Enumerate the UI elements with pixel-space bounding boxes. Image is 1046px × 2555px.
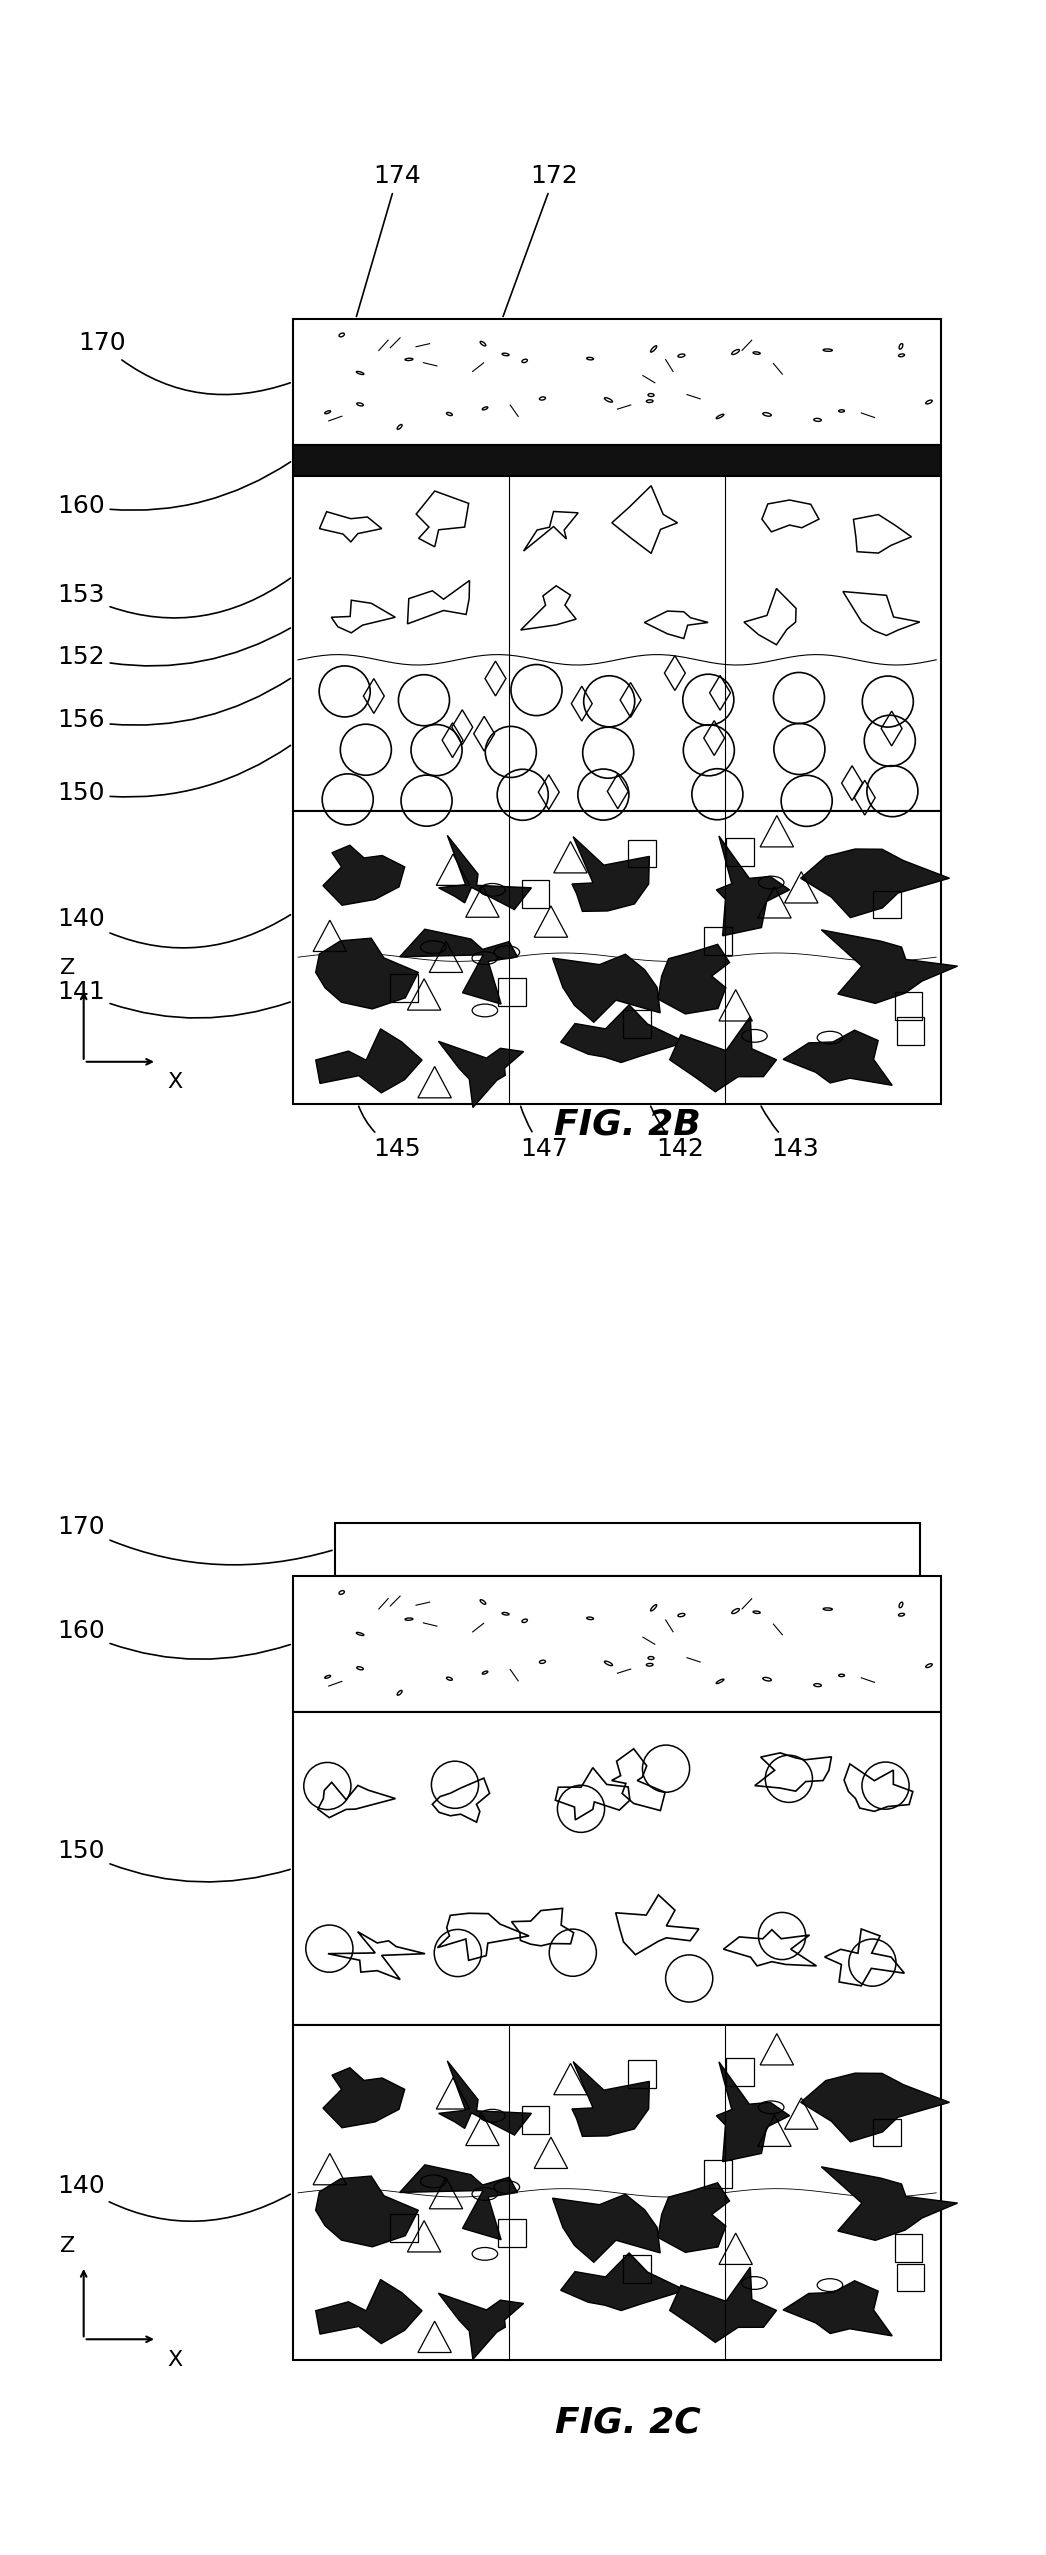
Polygon shape bbox=[400, 930, 518, 1004]
Bar bbox=[390, 973, 417, 1002]
Polygon shape bbox=[316, 1030, 422, 1094]
Text: FIG. 2C: FIG. 2C bbox=[554, 2407, 701, 2440]
Text: 150: 150 bbox=[58, 746, 291, 805]
Polygon shape bbox=[669, 2266, 776, 2343]
Text: 152: 152 bbox=[56, 629, 291, 669]
Polygon shape bbox=[821, 930, 957, 1004]
Bar bbox=[498, 979, 526, 1007]
Polygon shape bbox=[438, 1042, 524, 1106]
Polygon shape bbox=[717, 2062, 790, 2162]
Text: 140: 140 bbox=[56, 2174, 291, 2220]
Bar bbox=[726, 838, 754, 866]
Bar bbox=[873, 2118, 901, 2146]
Polygon shape bbox=[316, 938, 418, 1009]
Text: 150: 150 bbox=[58, 1840, 290, 1883]
Text: X: X bbox=[167, 2351, 183, 2368]
Polygon shape bbox=[438, 835, 531, 910]
Polygon shape bbox=[316, 2279, 422, 2343]
Text: 160: 160 bbox=[56, 462, 291, 519]
Polygon shape bbox=[561, 1004, 685, 1063]
Bar bbox=[390, 2215, 417, 2241]
Text: 156: 156 bbox=[56, 680, 291, 733]
Polygon shape bbox=[669, 1017, 776, 1091]
Polygon shape bbox=[800, 2072, 950, 2141]
Bar bbox=[704, 927, 732, 956]
Text: Z: Z bbox=[61, 2236, 75, 2256]
Bar bbox=[293, 319, 941, 445]
Text: Z: Z bbox=[61, 958, 75, 979]
Text: 174: 174 bbox=[357, 164, 422, 317]
Bar bbox=[293, 2026, 941, 2361]
Bar bbox=[894, 991, 923, 1019]
Bar bbox=[522, 2105, 549, 2133]
Bar bbox=[896, 2264, 925, 2292]
Bar bbox=[629, 841, 656, 866]
Bar bbox=[873, 892, 901, 917]
Text: 153: 153 bbox=[58, 577, 291, 618]
Bar bbox=[726, 2057, 754, 2085]
Bar bbox=[623, 1009, 651, 1037]
Polygon shape bbox=[316, 2177, 418, 2246]
Bar bbox=[629, 2059, 656, 2087]
Polygon shape bbox=[438, 2062, 531, 2136]
Polygon shape bbox=[438, 2294, 524, 2358]
Bar bbox=[293, 445, 941, 475]
Text: 172: 172 bbox=[503, 164, 578, 317]
Bar bbox=[293, 1712, 941, 2026]
Bar bbox=[293, 810, 941, 1104]
Polygon shape bbox=[783, 2282, 892, 2335]
Polygon shape bbox=[323, 2067, 405, 2128]
Polygon shape bbox=[552, 2195, 660, 2261]
Polygon shape bbox=[658, 2182, 729, 2254]
Polygon shape bbox=[783, 1030, 892, 1086]
Bar bbox=[704, 2162, 732, 2187]
Text: 142: 142 bbox=[651, 1106, 704, 1160]
Polygon shape bbox=[572, 2062, 650, 2136]
Text: FIG. 2B: FIG. 2B bbox=[554, 1106, 701, 1142]
Text: 170: 170 bbox=[56, 1515, 332, 1564]
Bar bbox=[498, 2220, 526, 2248]
Polygon shape bbox=[717, 835, 790, 935]
Text: 170: 170 bbox=[77, 332, 290, 393]
Text: 140: 140 bbox=[56, 907, 291, 948]
Polygon shape bbox=[400, 2164, 518, 2241]
Text: 147: 147 bbox=[520, 1106, 568, 1160]
Polygon shape bbox=[561, 2254, 685, 2310]
Bar bbox=[293, 1576, 941, 1712]
Bar bbox=[894, 2236, 923, 2261]
Bar bbox=[623, 2256, 651, 2284]
Polygon shape bbox=[800, 848, 950, 917]
Text: 141: 141 bbox=[56, 981, 290, 1017]
Polygon shape bbox=[821, 2167, 957, 2241]
Polygon shape bbox=[323, 846, 405, 904]
Bar bbox=[335, 1523, 920, 1576]
Bar bbox=[522, 879, 549, 907]
Polygon shape bbox=[658, 945, 729, 1014]
Text: 143: 143 bbox=[761, 1106, 819, 1160]
Text: 160: 160 bbox=[56, 1620, 290, 1658]
Text: 145: 145 bbox=[359, 1106, 422, 1160]
Bar bbox=[896, 1017, 925, 1045]
Bar bbox=[293, 475, 941, 810]
Text: X: X bbox=[167, 1073, 183, 1091]
Polygon shape bbox=[552, 953, 660, 1022]
Polygon shape bbox=[572, 835, 650, 912]
